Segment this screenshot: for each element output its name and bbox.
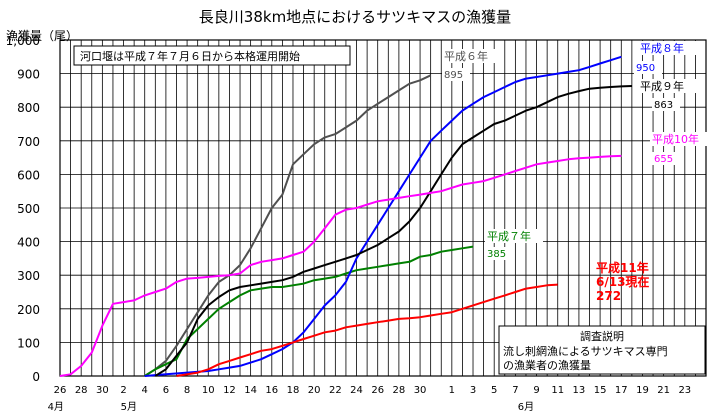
- x-tick-label: 9: [533, 385, 539, 396]
- y-tick-label: 100: [17, 336, 40, 350]
- x-tick-label: 30: [96, 385, 109, 396]
- series-line: [144, 245, 474, 377]
- x-tick-label: 22: [329, 385, 342, 396]
- y-tick-label: 500: [17, 202, 40, 216]
- month-label: 5月: [121, 401, 137, 413]
- month-label: 6月: [518, 401, 534, 413]
- series-name-label: 平成９年: [640, 79, 684, 93]
- x-tick-label: 2: [120, 385, 126, 396]
- grid: [59, 39, 707, 377]
- value-bg: [442, 68, 470, 81]
- series-name-label: 平成７年: [487, 229, 531, 243]
- series-labels: 平成６年 895 平成７年 385 平成８年 950 平成９年 863 平成10年 655 平成11…: [442, 41, 708, 303]
- x-tick-label: 13: [573, 385, 586, 396]
- y-tick-label: 0: [32, 370, 40, 384]
- note-box: 河口堰は平成７年７月６日から本格運用開始: [73, 45, 351, 66]
- y-tick-label: 900: [17, 68, 40, 82]
- series-name-label: 平成10年: [652, 132, 699, 146]
- series-line: [144, 55, 622, 377]
- series-end-value: 863: [654, 100, 673, 111]
- label-bg: [650, 132, 708, 146]
- plot-frame: [59, 39, 707, 377]
- x-tick-label: 15: [594, 385, 607, 396]
- x-tick-label: 4: [142, 385, 148, 396]
- value-bg: [652, 152, 680, 165]
- x-tick-label: 28: [393, 385, 406, 396]
- series-name-label: 平成６年: [444, 49, 488, 63]
- series-end-value: 385: [487, 249, 506, 260]
- x-ticks: 26 28 30 2 4 6 8 10 12 14 16 18 20 22 24 26 28 30 1 3 5 7 9 11 1…: [48, 385, 692, 413]
- x-tick-label: 30: [414, 385, 427, 396]
- current-label-line: 272: [596, 289, 621, 303]
- y-tick-label: 800: [17, 101, 40, 115]
- x-tick-label: 16: [265, 385, 278, 396]
- series-line: [144, 74, 432, 377]
- series-end-value: 655: [654, 154, 673, 165]
- x-tick-label: 17: [615, 385, 628, 396]
- x-tick-label: 6: [163, 385, 169, 396]
- series-line: [154, 85, 632, 377]
- x-tick-label: 26: [371, 385, 384, 396]
- x-tick-label: 7: [512, 385, 518, 396]
- x-tick-label: 18: [287, 385, 300, 396]
- value-bg: [634, 61, 662, 74]
- label-bg: [638, 41, 696, 55]
- x-tick-label: 26: [54, 385, 67, 396]
- x-tick-label: 1: [449, 385, 455, 396]
- month-label: 4月: [48, 401, 64, 413]
- explanation-box: 調査説明 流し刺網漁によるサツキマス専門 の漁業者の漁獲量: [498, 325, 706, 375]
- label-bg: [638, 79, 696, 93]
- y-ticks: 0 100 200 300 400 500 600 700 800 900 1,000: [6, 34, 40, 384]
- y-tick-label: 700: [17, 135, 40, 149]
- x-tick-label: 20: [308, 385, 321, 396]
- x-tick-label: 21: [657, 385, 670, 396]
- value-bg: [485, 247, 513, 260]
- series-lines: [59, 55, 632, 377]
- chart-title: 長良川38km地点におけるサツキマスの漁獲量: [199, 8, 511, 26]
- y-tick-label: 400: [17, 236, 40, 250]
- x-tick-label: 11: [551, 385, 564, 396]
- x-tick-label: 24: [350, 385, 363, 396]
- label-bg: [485, 229, 543, 243]
- series-line: [59, 154, 622, 377]
- series-line: [176, 283, 558, 377]
- x-tick-label: 12: [223, 385, 236, 396]
- current-label-line: 平成11年: [596, 260, 649, 275]
- y-tick-label: 200: [17, 303, 40, 317]
- series-name-label: 平成８年: [640, 41, 684, 55]
- x-tick-label: 5: [491, 385, 497, 396]
- value-bg: [652, 98, 680, 111]
- x-tick-label: 28: [75, 385, 88, 396]
- x-tick-label: 10: [202, 385, 215, 396]
- note-text: 河口堰は平成７年７月６日から本格運用開始: [80, 49, 300, 63]
- explanation-title: 調査説明: [580, 329, 624, 343]
- y-tick-label: 600: [17, 168, 40, 182]
- series-end-value: 895: [444, 70, 463, 81]
- explanation-line-2: の漁業者の漁獲量: [503, 358, 591, 372]
- y-tick-label: 300: [17, 269, 40, 283]
- x-tick-label: 19: [636, 385, 649, 396]
- current-label-line: 6/13現在: [596, 274, 649, 289]
- x-tick-label: 23: [678, 385, 691, 396]
- x-tick-label: 3: [470, 385, 476, 396]
- label-bg: [442, 49, 500, 63]
- x-tick-label: 8: [184, 385, 190, 396]
- explanation-line-1: 流し刺網漁によるサツキマス専門: [503, 344, 668, 358]
- x-tick-label: 14: [244, 385, 257, 396]
- y-tick-label: 1,000: [6, 34, 40, 48]
- series-end-value: 950: [636, 63, 655, 74]
